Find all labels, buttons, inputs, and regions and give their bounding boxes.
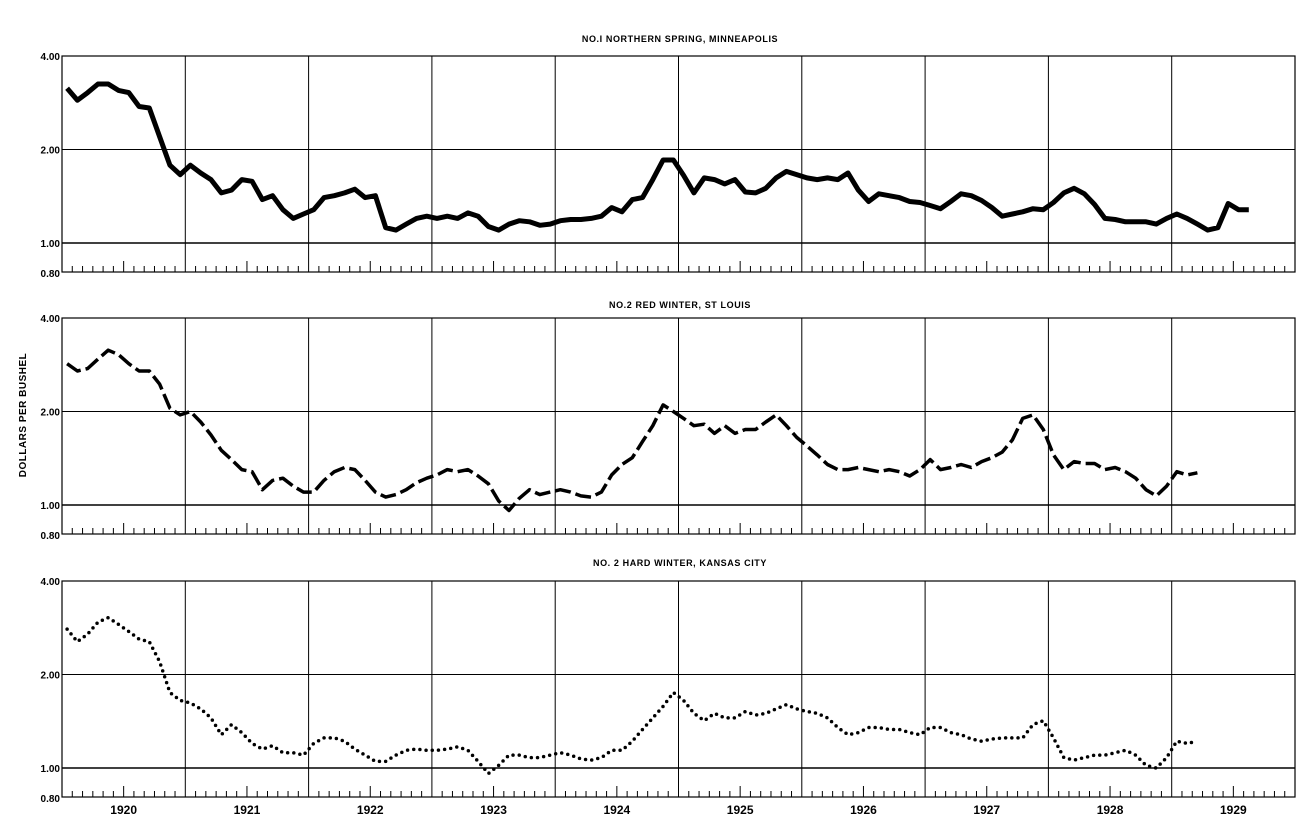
y-tick-label: 1.00 xyxy=(41,764,61,775)
panel-title: NO.I NORTHERN SPRING, MINNEAPOLIS xyxy=(582,34,778,44)
panel-3: 4.00 2.00 1.00 0.80 NO. 2 HARD WINTER, KANSA… xyxy=(41,558,1295,805)
panel-title: NO. 2 HARD WINTER, KANSAS CITY xyxy=(593,558,767,568)
x-tick-label: 1928 xyxy=(1097,803,1124,817)
x-tick-label: 1922 xyxy=(357,803,384,817)
y-tick-label: 1.00 xyxy=(41,239,61,250)
price-line xyxy=(67,84,1249,230)
y-tick-label: 0.80 xyxy=(41,531,61,542)
x-tick-label: 1926 xyxy=(850,803,877,817)
y-tick-label: 4.00 xyxy=(41,577,61,588)
panel-1: 4.00 2.00 1.00 0.80 NO.I NORTHERN SPRING, MI… xyxy=(41,34,1295,280)
x-tick-label: 1921 xyxy=(234,803,261,817)
y-tick-label: 2.00 xyxy=(41,146,61,157)
x-tick-label: 1920 xyxy=(110,803,137,817)
x-tick-label: 1923 xyxy=(480,803,507,817)
y-tick-label: 2.00 xyxy=(41,408,61,419)
x-tick-label: 1929 xyxy=(1220,803,1247,817)
panel-title: NO.2 RED WINTER, ST LOUIS xyxy=(609,300,751,310)
x-axis-labels: 1920 1921 1922 1923 1924 1925 1926 1927 1928 1929 xyxy=(110,803,1247,817)
x-tick-label: 1927 xyxy=(973,803,1000,817)
y-tick-label: 0.80 xyxy=(41,794,61,805)
y-tick-label: 4.00 xyxy=(41,52,61,63)
price-line xyxy=(67,618,1197,774)
x-tick-label: 1925 xyxy=(727,803,754,817)
price-line xyxy=(67,350,1197,510)
y-tick-label: 4.00 xyxy=(41,314,61,325)
y-axis-title: DOLLARS PER BUSHEL xyxy=(18,353,29,478)
x-tick-label: 1924 xyxy=(603,803,630,817)
y-tick-label: 1.00 xyxy=(41,501,61,512)
panels-group: 4.00 2.00 1.00 0.80 NO.I NORTHERN SPRING, MI… xyxy=(41,34,1295,805)
y-tick-label: 2.00 xyxy=(41,671,61,682)
y-tick-label: 0.80 xyxy=(41,269,61,280)
panel-2: 4.00 2.00 1.00 0.80 NO.2 RED WINTER, ST LOUI… xyxy=(41,300,1295,542)
